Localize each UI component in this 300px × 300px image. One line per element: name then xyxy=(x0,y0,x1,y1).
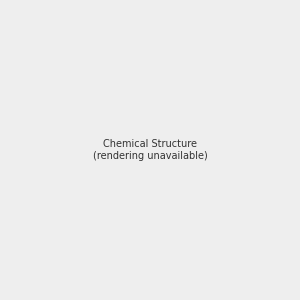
Text: Chemical Structure
(rendering unavailable): Chemical Structure (rendering unavailabl… xyxy=(93,139,207,161)
